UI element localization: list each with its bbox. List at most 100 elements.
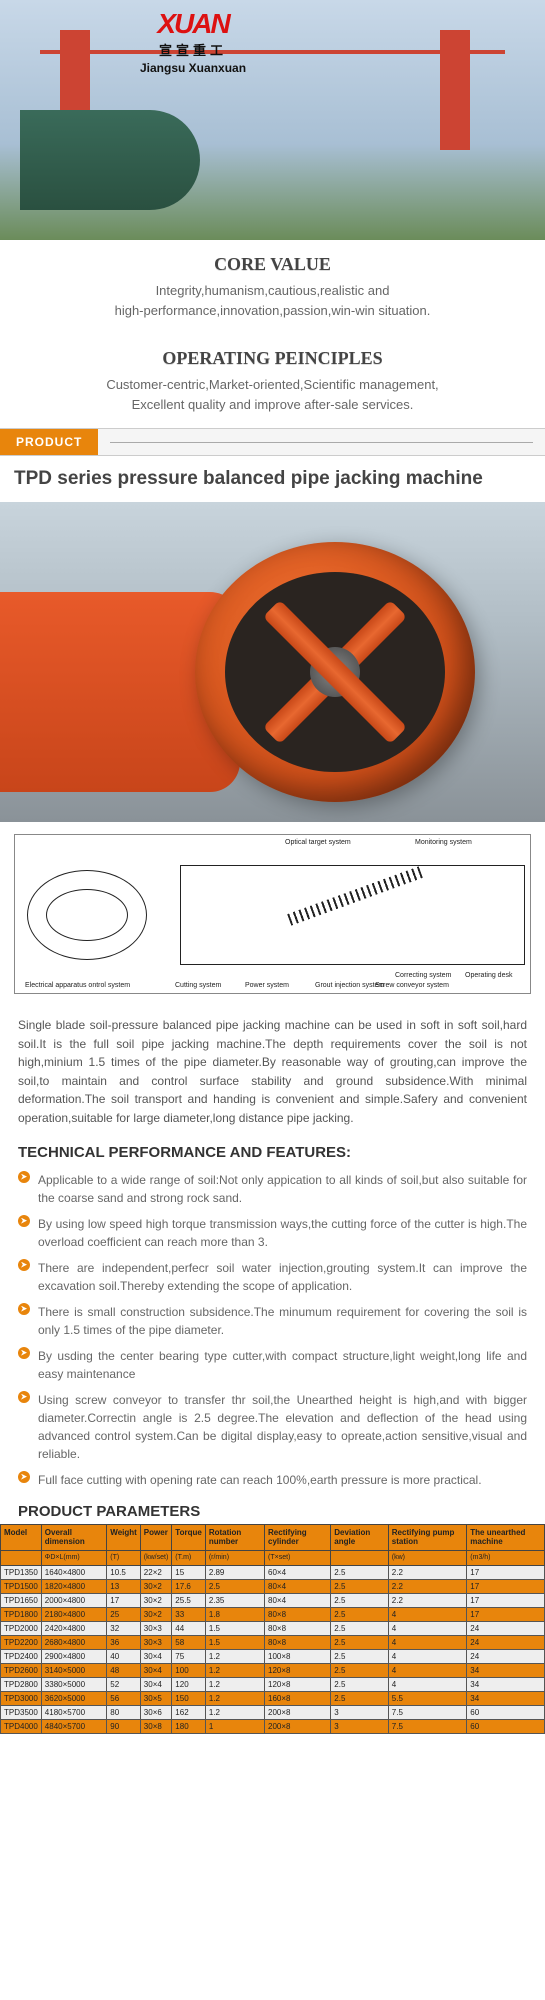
table-row: TPD24002900×48004030×4751.2100×82.5424 (1, 1650, 545, 1664)
table-subheader-cell: (m3/h) (467, 1550, 545, 1565)
table-cell: TPD2200 (1, 1636, 42, 1650)
dia-label-correcting: Correcting system (395, 972, 451, 979)
table-subheader-cell: (kw/set) (140, 1550, 172, 1565)
table-header-cell: Model (1, 1524, 42, 1550)
table-cell: 24 (467, 1622, 545, 1636)
feature-item: There is small construction subsidence.T… (0, 1299, 545, 1343)
table-cell: 3620×5000 (41, 1692, 106, 1706)
table-cell: 30×2 (140, 1580, 172, 1594)
table-row: TPD22002680×48003630×3581.580×82.5424 (1, 1636, 545, 1650)
table-header-cell: Rectifying cylinder (265, 1524, 331, 1550)
table-subheader-cell: ΦD×L(mm) (41, 1550, 106, 1565)
table-cell: 25 (107, 1608, 141, 1622)
table-cell: 2.5 (331, 1650, 388, 1664)
table-subheader-cell (1, 1550, 42, 1565)
table-cell: 7.5 (388, 1720, 467, 1734)
operating-text1: Customer-centric,Market-oriented,Scienti… (22, 375, 523, 395)
table-cell: TPD3500 (1, 1706, 42, 1720)
table-cell: TPD2600 (1, 1664, 42, 1678)
table-cell: TPD1500 (1, 1580, 42, 1594)
parameters-title: PRODUCT PARAMETERS (0, 1493, 545, 1524)
table-cell: 3380×5000 (41, 1678, 106, 1692)
table-cell: 3 (331, 1720, 388, 1734)
table-cell: 100 (172, 1664, 206, 1678)
table-cell: 13 (107, 1580, 141, 1594)
logo-mark: XUAN (140, 8, 246, 40)
table-cell: 30×6 (140, 1706, 172, 1720)
table-cell: 30×8 (140, 1720, 172, 1734)
table-cell: 200×8 (265, 1706, 331, 1720)
table-cell: 3 (331, 1706, 388, 1720)
table-subheader-cell (331, 1550, 388, 1565)
table-cell: 5.5 (388, 1692, 467, 1706)
table-cell: 36 (107, 1636, 141, 1650)
table-cell: 2.89 (205, 1566, 264, 1580)
table-cell: 1.2 (205, 1706, 264, 1720)
table-cell: 2.2 (388, 1594, 467, 1608)
table-cell: 4180×5700 (41, 1706, 106, 1720)
product-title: TPD series pressure balanced pipe jackin… (0, 456, 545, 502)
machine-face (195, 542, 475, 802)
table-cell: 40 (107, 1650, 141, 1664)
table-cell: 17 (107, 1594, 141, 1608)
table-cell: 30×4 (140, 1678, 172, 1692)
table-cell: 25.5 (172, 1594, 206, 1608)
table-header-cell: Power (140, 1524, 172, 1550)
table-cell: 52 (107, 1678, 141, 1692)
table-cell: 1.2 (205, 1650, 264, 1664)
table-cell: 4840×5700 (41, 1720, 106, 1734)
table-cell: 30×2 (140, 1608, 172, 1622)
table-cell: 32 (107, 1622, 141, 1636)
table-row: TPD16502000×48001730×225.52.3580×42.52.2… (1, 1594, 545, 1608)
parameters-table: ModelOverall dimensionWeightPowerTorqueR… (0, 1524, 545, 1735)
hero-pipe (20, 110, 200, 210)
table-cell: 2180×4800 (41, 1608, 106, 1622)
table-cell: 24 (467, 1636, 545, 1650)
table-cell: 30×4 (140, 1650, 172, 1664)
table-cell: 48 (107, 1664, 141, 1678)
diagram-front-view (27, 870, 147, 960)
machine-cutter-x (235, 582, 435, 762)
table-cell: 90 (107, 1720, 141, 1734)
table-row: TPD26003140×50004830×41001.2120×82.5434 (1, 1664, 545, 1678)
description-text: Single blade soil-pressure balanced pipe… (0, 1006, 545, 1138)
table-cell: 60×4 (265, 1566, 331, 1580)
hero-crane (0, 30, 545, 120)
table-cell: 2.5 (331, 1622, 388, 1636)
table-header-cell: The unearthed machine (467, 1524, 545, 1550)
product-tab: PRODUCT (0, 429, 98, 455)
table-cell: 2000×4800 (41, 1594, 106, 1608)
table-cell: 80×8 (265, 1608, 331, 1622)
operating-principles-section: OPERATING PEINCIPLES Customer-centric,Ma… (0, 334, 545, 428)
table-cell: 150 (172, 1692, 206, 1706)
product-bar-line (110, 442, 533, 443)
table-cell: 22×2 (140, 1566, 172, 1580)
feature-item: Full face cutting with opening rate can … (0, 1467, 545, 1493)
table-cell: 33 (172, 1608, 206, 1622)
table-cell: 1.8 (205, 1608, 264, 1622)
table-header-cell: Rectifying pump station (388, 1524, 467, 1550)
core-value-title: CORE VALUE (22, 254, 523, 275)
table-row: TPD20002420×48003230×3441.580×82.5424 (1, 1622, 545, 1636)
table-subheader-cell: (T.m) (172, 1550, 206, 1565)
features-list: Applicable to a wide range of soil:Not o… (0, 1167, 545, 1493)
table-cell: 2.5 (331, 1664, 388, 1678)
table-cell: 2.5 (331, 1566, 388, 1580)
table-cell: 200×8 (265, 1720, 331, 1734)
table-cell: 4 (388, 1678, 467, 1692)
company-logo: XUAN 宣宣重工 Jiangsu Xuanxuan (140, 8, 246, 75)
table-cell: 7.5 (388, 1706, 467, 1720)
table-cell: 17.6 (172, 1580, 206, 1594)
table-header-cell: Weight (107, 1524, 141, 1550)
logo-en: Jiangsu Xuanxuan (140, 61, 246, 75)
core-value-text1: Integrity,humanism,cautious,realistic an… (22, 281, 523, 301)
dia-label-screw: Screw conveyor system (375, 982, 449, 989)
table-subheader-row: ΦD×L(mm)(T)(kw/set)(T.m)(r/min)(T×set)(k… (1, 1550, 545, 1565)
table-cell: 24 (467, 1650, 545, 1664)
table-cell: 60 (467, 1720, 545, 1734)
table-cell: 120×8 (265, 1664, 331, 1678)
table-row: TPD40004840×57009030×81801200×837.560 (1, 1720, 545, 1734)
table-cell: TPD2000 (1, 1622, 42, 1636)
table-cell: 30×2 (140, 1594, 172, 1608)
table-subheader-cell: (T×set) (265, 1550, 331, 1565)
